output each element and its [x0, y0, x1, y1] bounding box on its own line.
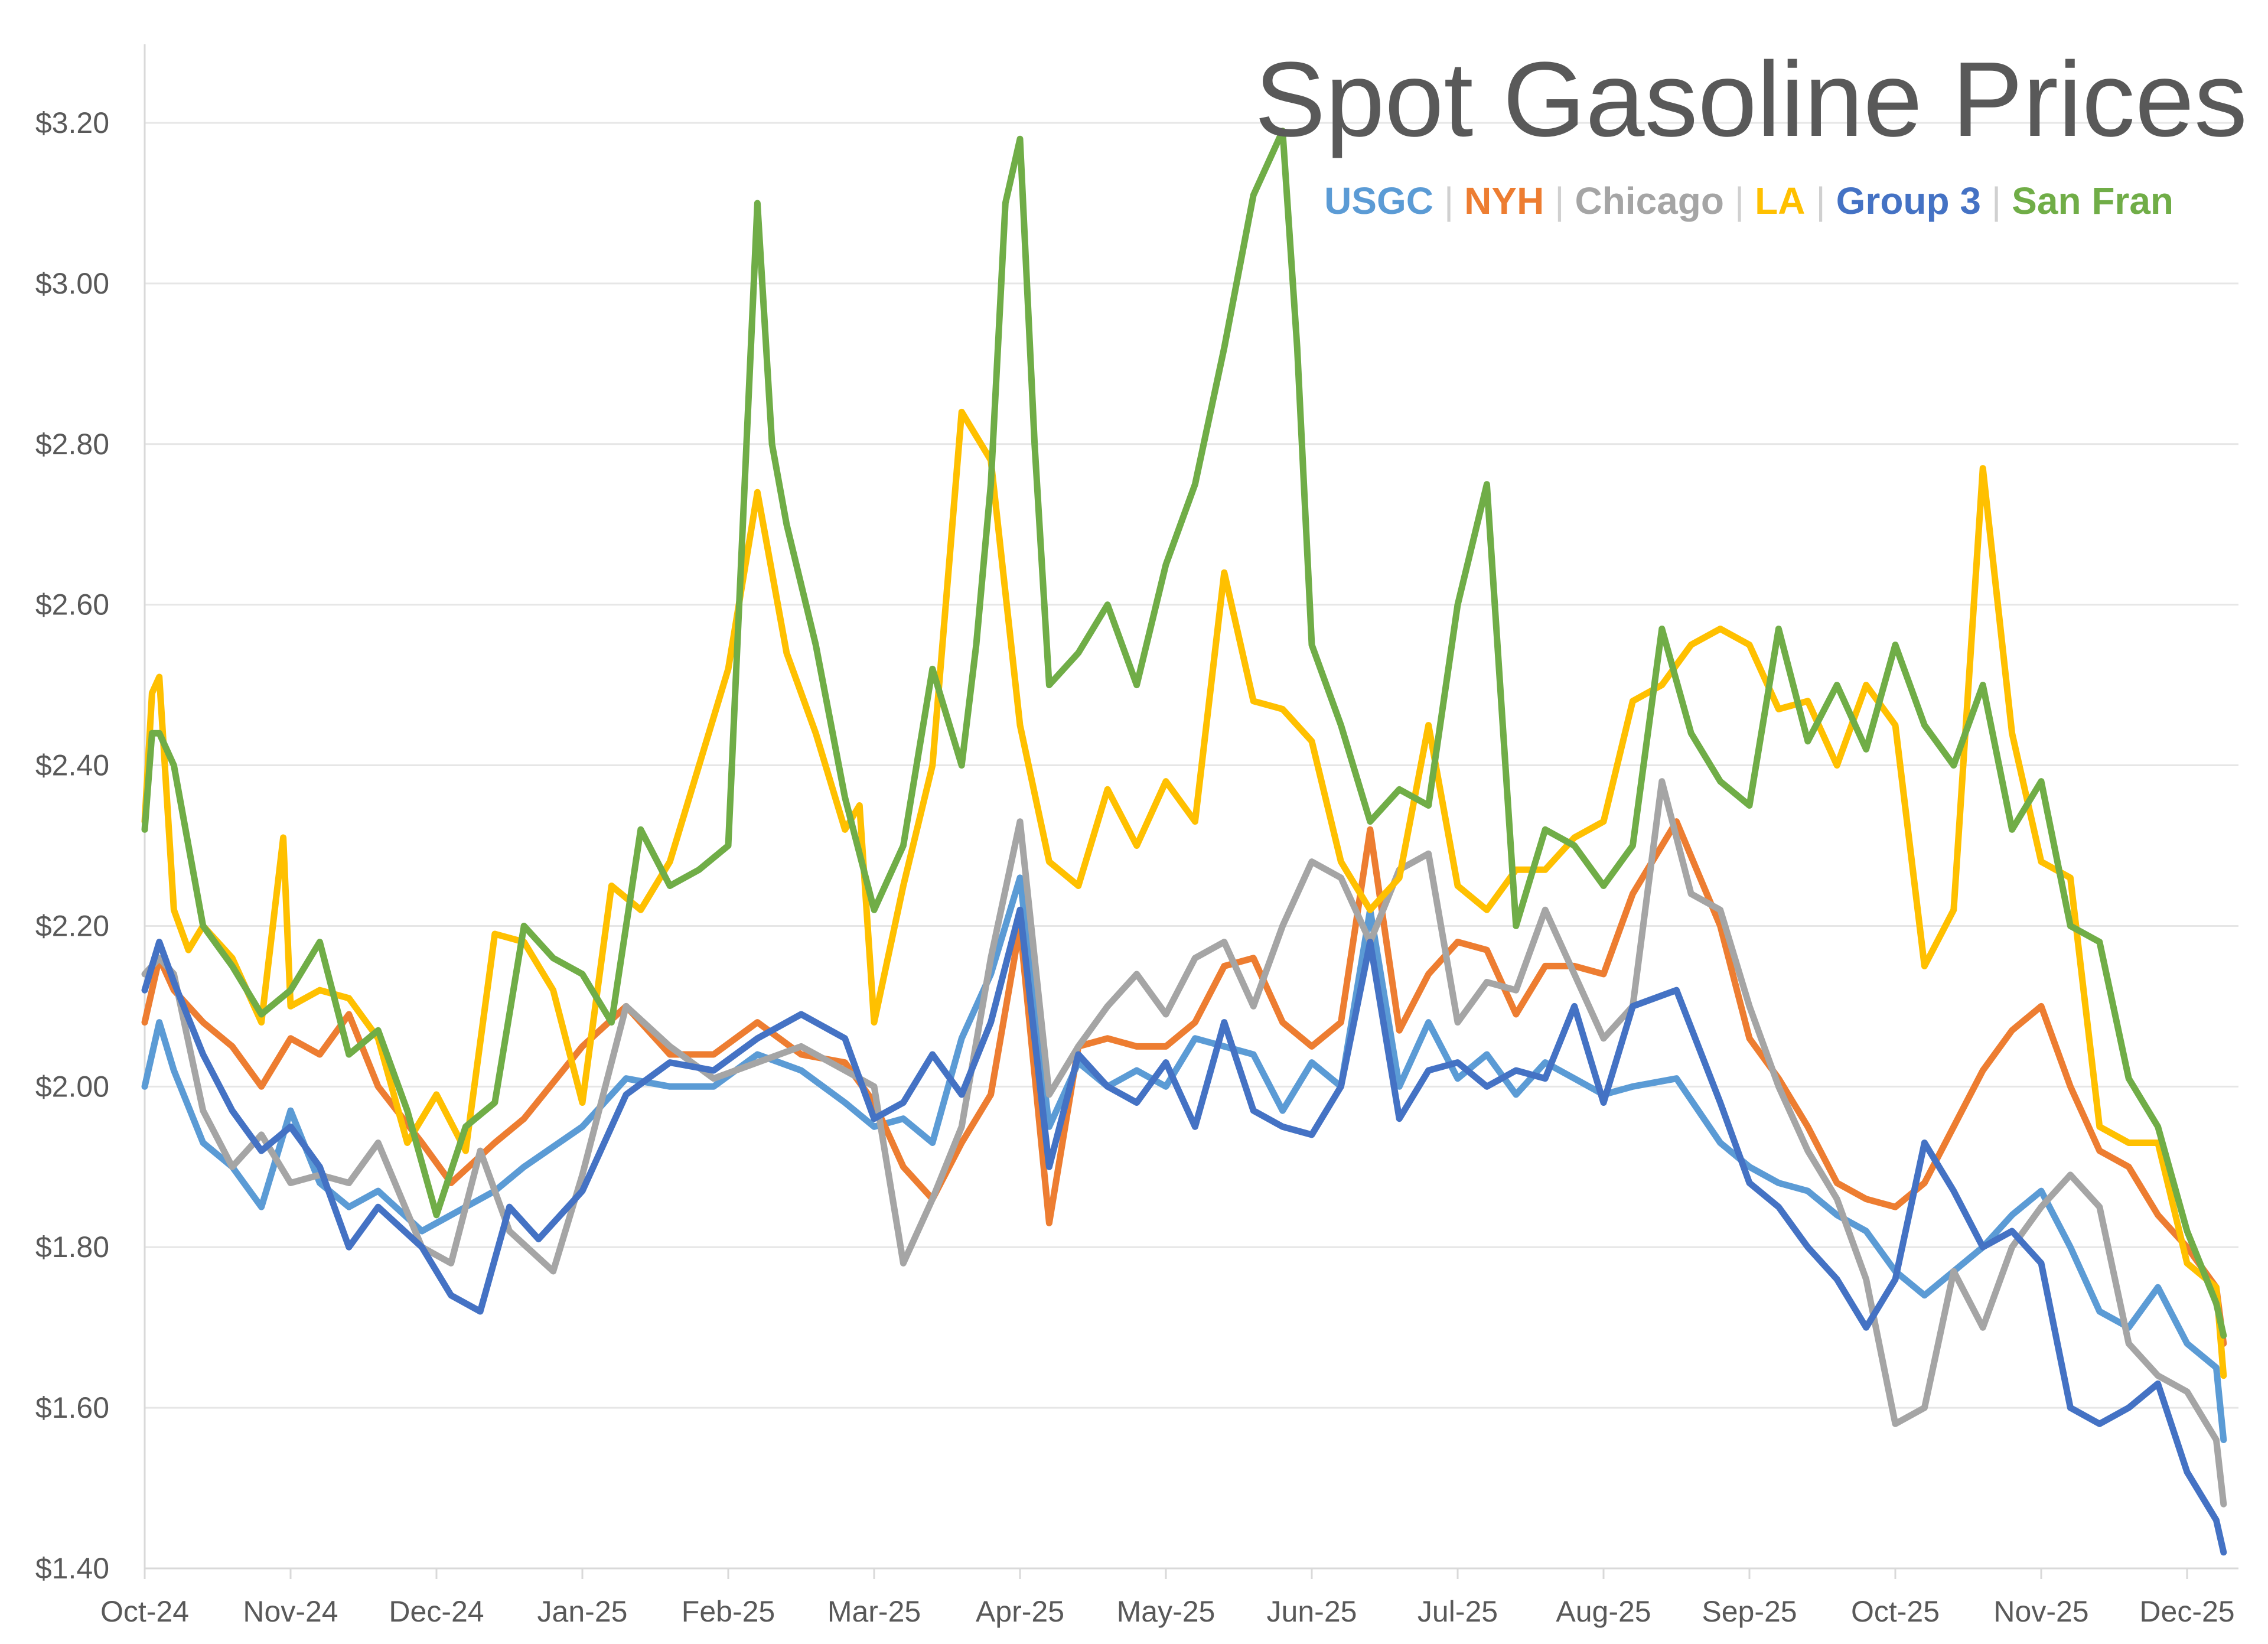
- chart-title: Spot Gasoline Prices: [1254, 40, 2247, 159]
- x-tick-label: Jan-25: [537, 1595, 628, 1628]
- y-tick-label: $3.00: [35, 267, 109, 300]
- y-tick-label: $2.80: [35, 428, 109, 461]
- y-tick-label: $1.80: [35, 1230, 109, 1264]
- x-tick-label: Sep-25: [1702, 1595, 1797, 1628]
- series-line-usgc: [141, 874, 2227, 1443]
- legend-separator: |: [1433, 180, 1464, 222]
- x-tick-label: Dec-24: [389, 1595, 484, 1628]
- series-line-nyh: [141, 818, 2227, 1347]
- x-tick-label: Jun-25: [1267, 1595, 1357, 1628]
- x-tick-label: Nov-25: [1993, 1595, 2088, 1628]
- legend-separator: |: [1981, 180, 2012, 222]
- y-axis: $1.40 $1.60 $1.80 $2.00 $2.20 $2.40 $2.60 $2.80…: [35, 44, 146, 1585]
- y-tick-label: $2.60: [35, 588, 109, 621]
- x-tick-label: Dec-25: [2139, 1595, 2234, 1628]
- legend-item-la: LA: [1755, 180, 1805, 222]
- series-lines: [141, 128, 2227, 1556]
- legend-item-group-3: Group 3: [1836, 180, 1981, 222]
- y-tick-label: $2.00: [35, 1070, 109, 1103]
- legend-item-san-fran: San Fran: [2012, 180, 2174, 222]
- x-tick-label: Nov-24: [243, 1595, 338, 1628]
- y-tick-label: $3.20: [35, 106, 109, 139]
- x-tick-label: Oct-24: [100, 1595, 189, 1628]
- series-line-la: [141, 408, 2227, 1379]
- y-tick-label: $1.40: [35, 1552, 109, 1585]
- y-tick-label: $2.20: [35, 909, 109, 942]
- x-tick-label: Aug-25: [1556, 1595, 1651, 1628]
- x-tick-label: Mar-25: [827, 1595, 921, 1628]
- y-tick-label: $2.40: [35, 749, 109, 782]
- x-tick-label: Apr-25: [976, 1595, 1064, 1628]
- chart-legend: USGC | NYH | Chicago | LA | Group 3 | Sa…: [1324, 180, 2174, 222]
- y-tick-label: $1.60: [35, 1391, 109, 1424]
- legend-separator: |: [1544, 180, 1575, 222]
- series-line-chicago: [141, 778, 2227, 1508]
- series-line-group-3: [141, 906, 2227, 1556]
- x-tick-label: Feb-25: [682, 1595, 775, 1628]
- legend-item-chicago: Chicago: [1575, 180, 1723, 222]
- legend-item-usgc: USGC: [1324, 180, 1433, 222]
- x-tick-label: May-25: [1117, 1595, 1216, 1628]
- legend-separator: |: [1724, 180, 1755, 222]
- series-line-san-fran: [141, 128, 2227, 1339]
- x-tick-label: Oct-25: [1851, 1595, 1940, 1628]
- x-tick-label: Jul-25: [1418, 1595, 1498, 1628]
- gridlines: [145, 122, 2238, 1409]
- legend-separator: |: [1805, 180, 1836, 222]
- legend-item-nyh: NYH: [1464, 180, 1544, 222]
- x-axis: Oct-24 Nov-24 Dec-24 Jan-25 Feb-25 Mar-25 Apr-…: [100, 1567, 2238, 1628]
